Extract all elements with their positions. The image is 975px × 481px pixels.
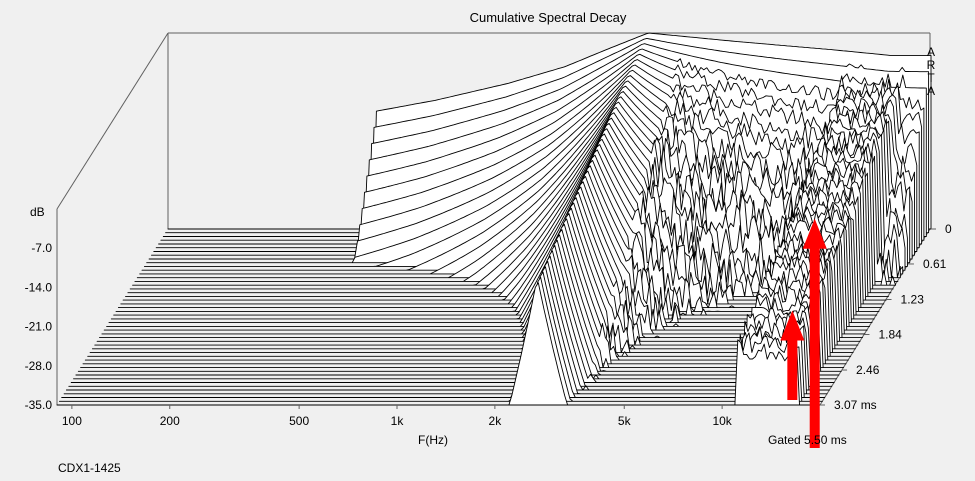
y-tick-label: -14.0 (25, 280, 53, 294)
decay-slices (56, 32, 932, 406)
x-tick-label: 2k (489, 414, 503, 428)
red-arrow (802, 218, 827, 448)
watermark-label: ARTA (924, 45, 938, 97)
footer-label: CDX1-1425 (58, 461, 121, 475)
y-tick-label: -35.0 (25, 398, 53, 412)
y-axis-label: dB (30, 205, 45, 219)
top-left-diagonal (56, 32, 169, 210)
y-tick-label: -28.0 (25, 359, 53, 373)
chart-title: Cumulative Spectral Decay (470, 10, 627, 25)
z-tick-labels: 0 0.61 1.23 1.84 2.46 3.07 ms (820, 222, 952, 412)
z-tick-label: 0 (945, 222, 952, 236)
y-tick-label: -21.0 (25, 320, 53, 334)
red-arrow (780, 310, 805, 400)
x-tick-label: 100 (62, 414, 82, 428)
x-tick-label: 1k (391, 414, 405, 428)
x-tick-labels: 100 200 500 1k 2k 5k 10k (62, 405, 733, 428)
gate-label: Gated 5.50 ms (768, 433, 847, 447)
decay-slice (56, 282, 821, 406)
z-tick-label: 0.61 (923, 257, 947, 271)
z-tick-label: 1.23 (901, 293, 925, 307)
z-tick-label: 1.84 (878, 327, 902, 341)
x-tick-label: 200 (160, 414, 180, 428)
x-tick-label: 500 (289, 414, 309, 428)
x-axis-label: F(Hz) (418, 433, 448, 447)
y-tick-label: -7.0 (31, 241, 52, 255)
x-tick-label: 5k (618, 414, 632, 428)
z-tick-label: 3.07 ms (834, 398, 877, 412)
x-tick-label: 10k (712, 414, 732, 428)
arrow-annotations (780, 218, 827, 448)
y-tick-labels: -7.0 -14.0 -21.0 -28.0 -35.0 (25, 241, 53, 412)
z-tick-label: 2.46 (856, 363, 880, 377)
